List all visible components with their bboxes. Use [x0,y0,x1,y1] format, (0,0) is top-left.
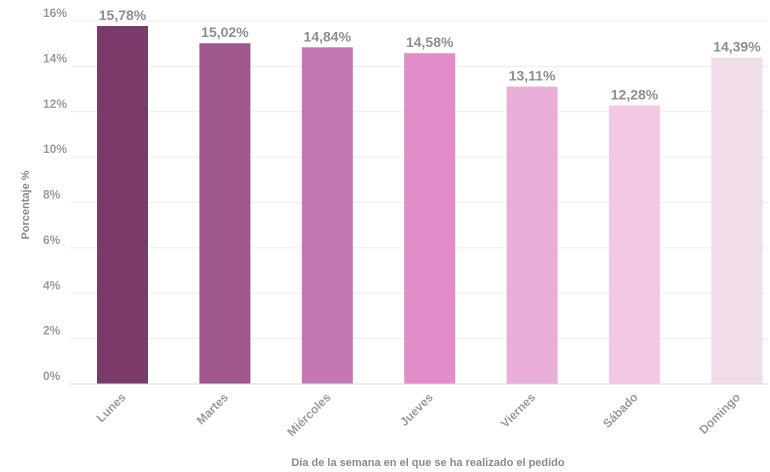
y-tick-label: 16% [43,6,67,20]
x-axis-title: Día de la semana en el que se ha realiza… [291,457,565,469]
y-tick-label: 2% [43,324,61,338]
x-tick-label: Jueves [397,390,436,429]
x-tick-label: Sábado [600,390,641,431]
bar-domingo [711,57,763,384]
bar-miércoles [301,47,353,384]
data-label: 14,84% [304,28,352,44]
data-label: 13,11% [509,68,556,84]
y-axis-ticks: 0% 2% 4% 6% 8% 10% 12% 14% 16% [43,6,67,383]
y-tick-label: 6% [43,233,61,247]
bar-jueves [404,53,456,385]
y-tick-label: 0% [43,369,61,383]
y-tick-label: 10% [43,142,67,156]
x-tick-label: Viernes [498,390,539,431]
y-tick-label: 4% [43,278,61,292]
data-labels: 15,78% 15,02% 14,84% 14,58% 13,11% 12,28% 14,3… [99,7,761,102]
bar-martes [199,43,251,384]
data-label: 14,58% [406,34,454,50]
data-label: 15,78% [99,7,147,23]
x-tick-label: Miércoles [284,390,333,439]
bar-lunes [97,25,148,385]
bar-viernes [506,86,558,385]
y-tick-label: 14% [43,51,67,65]
x-tick-label: Lunes [94,390,129,425]
x-axis-ticks: Lunes Martes Miércoles Jueves Viernes Sábado D… [94,390,743,439]
data-label: 14,39% [713,39,761,55]
y-axis-title: Porcentaje % [20,170,32,239]
bars [97,25,763,385]
x-tick-label: Domingo [696,390,743,437]
data-label: 12,28% [611,86,659,102]
y-tick-label: 8% [43,188,61,202]
y-tick-label: 12% [43,97,67,111]
data-label: 15,02% [201,24,249,40]
bar-sábado [609,105,660,385]
x-tick-label: Martes [194,390,231,427]
